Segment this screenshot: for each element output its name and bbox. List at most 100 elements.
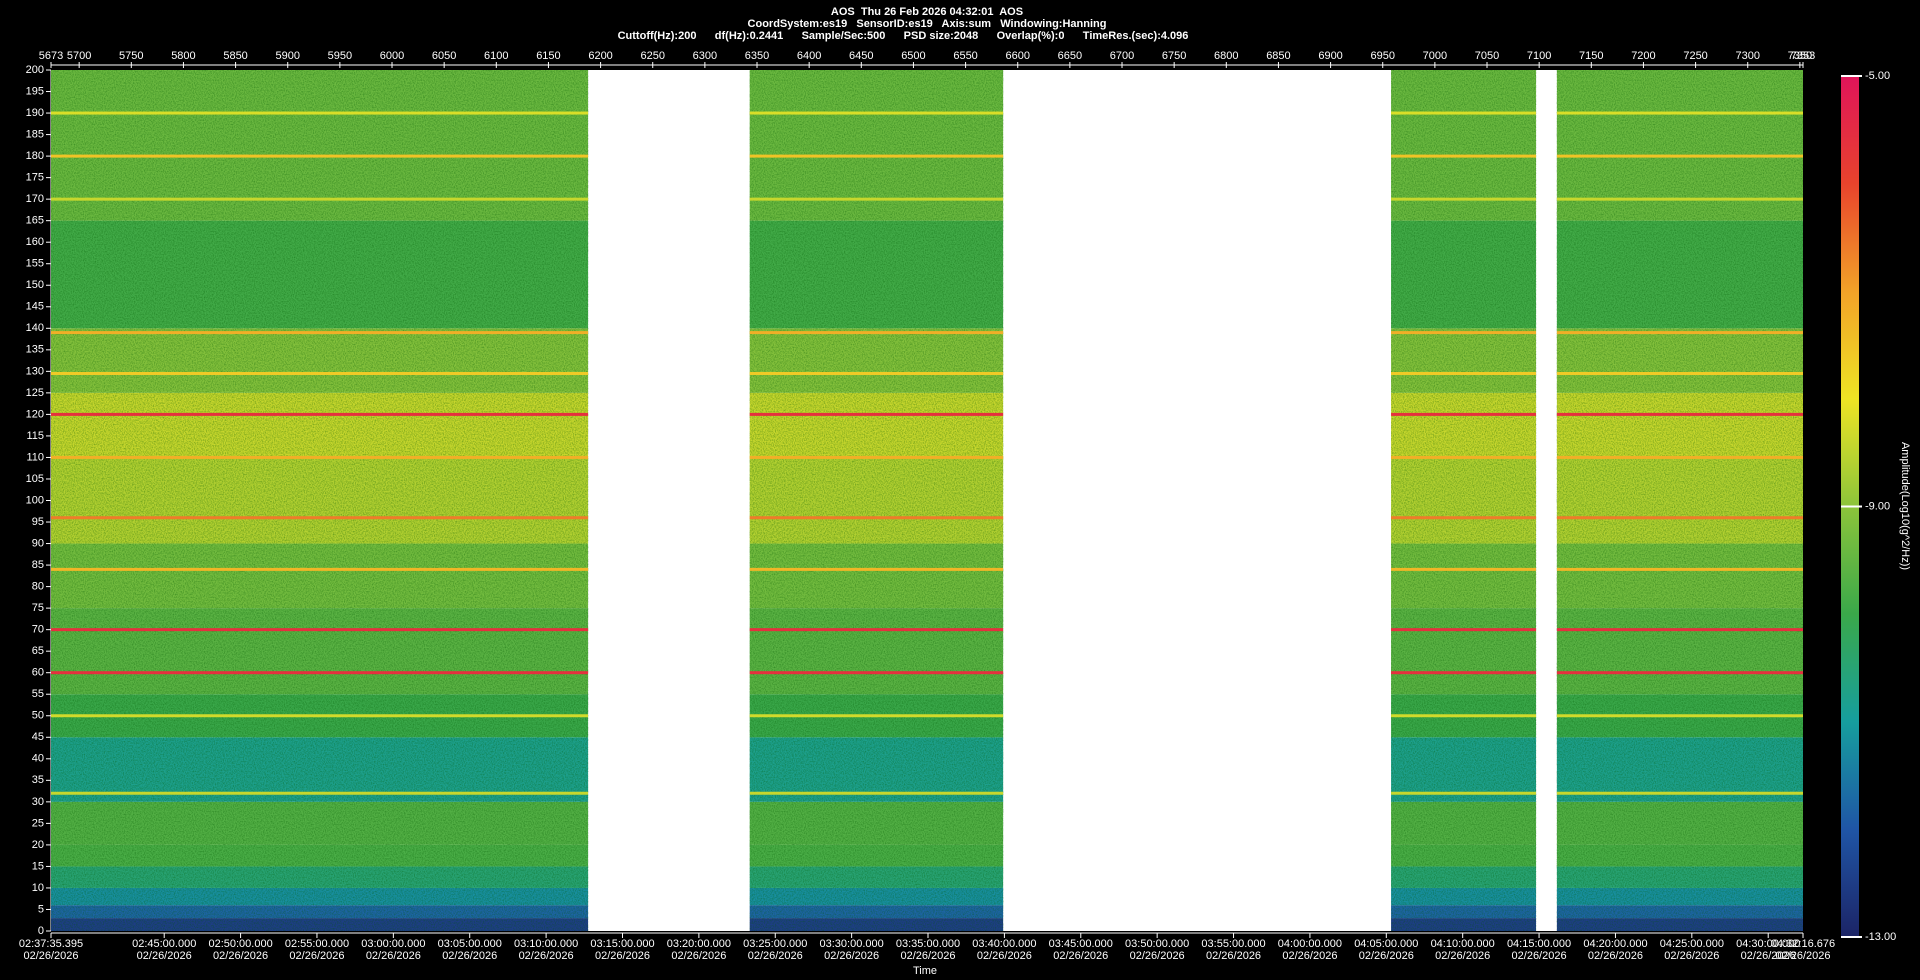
date-tick-label: 02/26/2026 [748,950,803,962]
top-tick-label: 6650 [1058,50,1082,62]
time-tick-label: 03:10:00.000 [514,938,578,950]
y-tick-label: 155 [26,258,44,270]
date-tick-label: 02/26/2026 [213,950,268,962]
y-tick-label: 105 [26,473,44,485]
top-tick-label: 6700 [1110,50,1134,62]
y-tick-label: 180 [26,150,44,162]
date-tick-label: 02/26/2026 [23,950,78,962]
time-tick-label: 04:32:16.676 [1771,938,1835,950]
spectral-line [1556,372,1803,376]
spectral-line [749,372,1004,376]
y-tick-label: 0 [38,925,44,937]
y-tick-label: 30 [32,796,44,808]
spectral-line [1391,412,1537,416]
top-tick-label: 6850 [1266,50,1290,62]
y-tick-label: 95 [32,516,44,528]
date-tick-label: 02/26/2026 [1664,950,1719,962]
top-tick-label: 5750 [119,50,143,62]
time-tick-label: 04:10:00.000 [1431,938,1495,950]
time-tick-label: 02:45:00.000 [132,938,196,950]
date-tick-label: 02/26/2026 [1588,950,1643,962]
top-tick-label: 6400 [797,50,821,62]
date-tick-label: 02/26/2026 [1741,950,1796,962]
top-tick-label: 6900 [1318,50,1342,62]
time-tick-label: 03:20:00.000 [667,938,731,950]
time-tick-label: 02:37:35.395 [19,938,83,950]
spectral-line [749,111,1004,115]
spectral-line [51,372,589,376]
top-tick-label: 6750 [1162,50,1186,62]
top-tick-label: 7300 [1735,50,1759,62]
time-tick-label: 02:55:00.000 [285,938,349,950]
y-tick-label: 115 [26,430,44,442]
date-tick-label: 02/26/2026 [1130,950,1185,962]
date-tick-label: 02/26/2026 [1775,950,1830,962]
chart-subtitle: CoordSystem:es19 SensorID:es19 Axis:sum … [748,18,1107,30]
top-tick-label: 6800 [1214,50,1238,62]
date-tick-label: 02/26/2026 [442,950,497,962]
time-tick-label: 03:45:00.000 [1049,938,1113,950]
spectral-line [749,791,1004,795]
y-tick-label: 195 [26,85,44,97]
time-tick-label: 03:55:00.000 [1201,938,1265,950]
spectral-line [1391,331,1537,335]
spectral-line [1556,111,1803,115]
spectral-line [51,331,589,335]
y-tick-label: 120 [26,408,44,420]
colorbar-tick-label: -13.00 [1865,931,1896,943]
date-tick-label: 02/26/2026 [289,950,344,962]
spectral-line [1556,791,1803,795]
spectral-line [51,628,589,632]
spectral-line [1556,567,1803,571]
spectral-line [749,331,1004,335]
date-tick-label: 02/26/2026 [1512,950,1567,962]
spectral-line [51,671,589,675]
spectral-line [51,197,589,201]
y-tick-label: 145 [26,301,44,313]
x-axis-label: Time [913,965,937,977]
top-tick-label: 6550 [953,50,977,62]
y-tick-label: 10 [32,882,44,894]
y-tick-label: 45 [32,731,44,743]
spectral-line [51,111,589,115]
spectral-line [749,671,1004,675]
date-tick-label: 02/26/2026 [366,950,421,962]
spectral-line [51,714,589,718]
time-tick-label: 04:05:00.000 [1354,938,1418,950]
top-tick-label: 6950 [1370,50,1394,62]
top-tick-label: 5950 [328,50,352,62]
spectral-line [1556,714,1803,718]
top-tick-label: 7100 [1527,50,1551,62]
time-tick-label: 04:25:00.000 [1660,938,1724,950]
top-tick-label: 7200 [1631,50,1655,62]
time-tick-label: 03:15:00.000 [590,938,654,950]
date-tick-label: 02/26/2026 [824,950,879,962]
y-tick-label: 190 [26,107,44,119]
top-tick-label: 5850 [223,50,247,62]
time-tick-label: 03:50:00.000 [1125,938,1189,950]
date-tick-label: 02/26/2026 [900,950,955,962]
date-tick-label: 02/26/2026 [1206,950,1261,962]
spectral-line [51,412,589,416]
spectral-line [1391,111,1537,115]
spectral-line [1391,516,1537,520]
noise-texture [51,70,589,931]
spectral-line [1556,516,1803,520]
y-tick-label: 25 [32,817,44,829]
spectral-line [749,516,1004,520]
top-tick-label: 5800 [171,50,195,62]
spectral-line [749,455,1004,459]
y-tick-label: 170 [26,193,44,205]
time-tick-label: 03:35:00.000 [896,938,960,950]
spectral-line [1556,671,1803,675]
y-tick-label: 35 [32,774,44,786]
time-tick-label: 03:00:00.000 [361,938,425,950]
y-tick-label: 150 [26,279,44,291]
date-tick-label: 02/26/2026 [595,950,650,962]
top-tick-label: 6150 [536,50,560,62]
top-tick-label: 6050 [432,50,456,62]
spectral-line [51,455,589,459]
colorbar-label: Amplitude(Log10(g^2/Hz)) [1899,442,1911,570]
y-tick-label: 110 [26,451,44,463]
y-tick-label: 125 [26,387,44,399]
